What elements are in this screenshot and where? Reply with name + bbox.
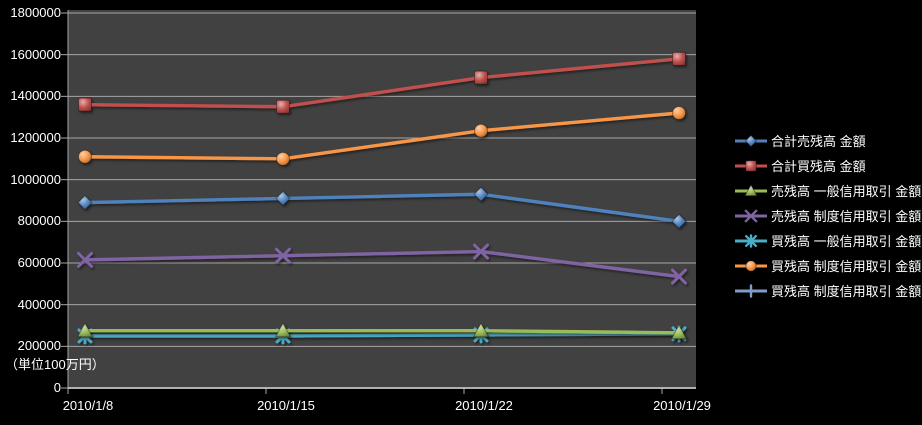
series-line: [83, 329, 681, 335]
y-axis-tick-label: 600000: [17, 255, 61, 270]
legend-marker-asterisk-icon: [735, 233, 767, 248]
series-line: [83, 111, 681, 161]
legend-marker-x-icon: [735, 209, 767, 222]
y-axis-tick-label: 0: [53, 380, 61, 395]
legend-item: 合計買残高 金額: [733, 153, 921, 178]
legend-item: 買残高 制度信用取引 金額: [733, 278, 921, 303]
legend-label: 買残高 一般信用取引 金額: [771, 234, 922, 249]
y-axis-tick-label: 1600000: [10, 46, 61, 62]
legend-marker-plus-icon: [735, 283, 767, 298]
legend-label: 売残高 制度信用取引 金額: [771, 209, 922, 224]
x-marker: [77, 251, 93, 268]
diamond-marker: [275, 190, 291, 207]
square-marker: [78, 97, 92, 112]
y-axis-tick-label: 200000: [17, 338, 61, 354]
legend-label: 合計売残高 金額: [771, 134, 866, 149]
chart-legend: 合計売残高 金額 合計買残高 金額売残高 一般信用取引 金額 売残高 制度信用取引 …: [733, 128, 921, 303]
legend-label: 売残高 一般信用取引 金額: [771, 184, 922, 199]
legend-item: 合計売残高 金額: [733, 128, 921, 153]
x-axis-tick-label: 2010/1/22: [455, 398, 513, 413]
series-5: [78, 106, 686, 166]
x-axis-tick-label: 2010/1/29: [653, 398, 711, 413]
y-axis-tick-label: 1800000: [10, 5, 61, 20]
y-axis-tick-label: 800000: [17, 213, 61, 229]
legend-marker-triangle-icon: [735, 183, 767, 196]
circle-marker: [474, 123, 488, 138]
legend-item: 売残高 制度信用取引 金額: [733, 203, 921, 228]
series-1: [78, 51, 686, 114]
circle-marker: [78, 149, 92, 164]
legend-marker-circle-icon: [735, 259, 767, 272]
circle-marker: [672, 106, 686, 120]
series-0: [77, 186, 687, 230]
x-marker: [671, 268, 687, 285]
diamond-marker: [77, 194, 93, 211]
series-line: [83, 249, 681, 279]
diamond-marker: [473, 186, 489, 202]
series-line: [83, 57, 681, 109]
legend-item: 売残高 一般信用取引 金額: [733, 178, 921, 203]
x-axis-tick-label: 2010/1/15: [257, 398, 315, 413]
plus-marker: [744, 283, 758, 298]
y-axis-tick-label: 1000000: [10, 171, 61, 187]
legend-item: 買残高 一般信用取引 金額: [733, 228, 921, 253]
legend-label: 買残高 制度信用取引 金額: [771, 284, 922, 299]
series-3: [77, 243, 687, 285]
triangle-marker: [670, 324, 688, 340]
x-axis-tick-label: 2010/1/8: [62, 398, 114, 413]
triangle-marker: [472, 322, 490, 338]
legend-label: 買残高 制度信用取引 金額: [771, 259, 922, 274]
diamond-marker: [671, 213, 687, 230]
y-axis-tick-label: 1400000: [10, 88, 61, 104]
circle-marker: [276, 151, 290, 166]
x-marker: [473, 243, 489, 260]
asterisk-marker: [745, 233, 757, 248]
legend-item: 買残高 制度信用取引 金額: [733, 253, 921, 278]
square-marker: [474, 70, 488, 85]
series-line: [83, 192, 681, 224]
legend-marker-square-icon: [735, 159, 767, 172]
triangle-marker: [744, 183, 758, 196]
square-marker: [745, 159, 757, 172]
x-marker: [275, 247, 291, 264]
y-axis-tick-label: 400000: [17, 296, 61, 312]
legend-label: 合計買残高 金額: [771, 159, 866, 174]
square-marker: [672, 51, 686, 66]
triangle-marker: [274, 322, 292, 338]
circle-marker: [745, 259, 757, 272]
square-marker: [276, 99, 290, 114]
y-axis-unit-label: （単位100万円）: [5, 357, 105, 372]
y-axis-tick-label: 1200000: [10, 130, 61, 145]
series-line: [83, 332, 681, 338]
triangle-marker: [76, 322, 94, 338]
series-2: [76, 322, 688, 340]
x-marker: [744, 209, 758, 222]
diamond-marker: [744, 134, 758, 147]
legend-marker-diamond-icon: [735, 134, 767, 147]
